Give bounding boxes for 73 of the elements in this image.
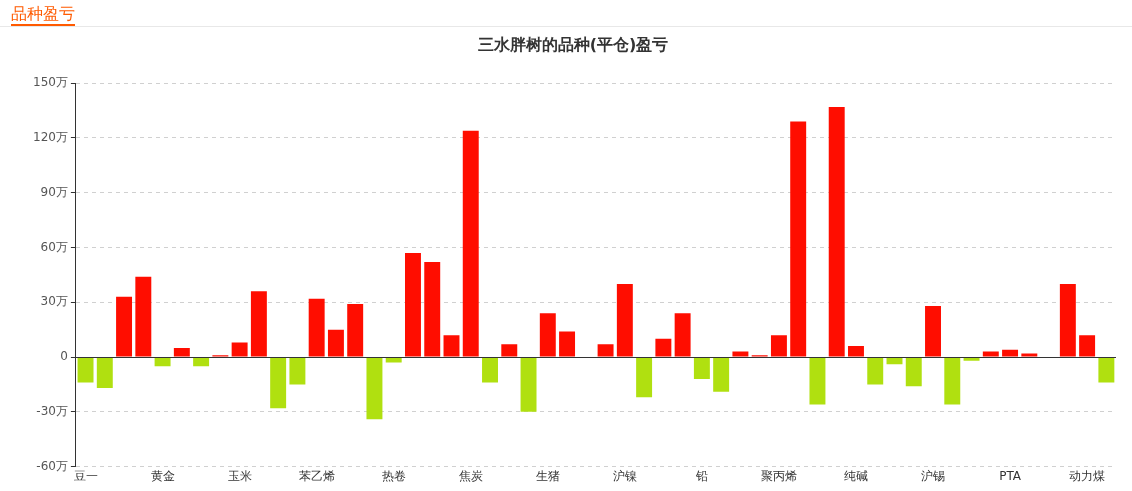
bar [193,357,210,367]
bar [693,357,710,379]
bar [482,357,498,383]
bar [443,335,460,357]
bar [732,351,749,357]
bar [828,106,845,357]
bar [636,357,653,398]
bar [867,357,884,385]
bar [925,305,941,357]
bar [1059,284,1076,357]
bar [905,357,922,387]
bar [405,252,421,357]
bar [848,346,864,357]
bar [539,313,556,357]
x-tick-label: PTA [999,468,1022,483]
x-tick-label: 动力煤 [1069,468,1106,483]
bar [1021,353,1038,357]
bar [96,357,113,389]
x-tick-label: 铅 [694,468,708,483]
bar [674,313,691,357]
y-tick-label: 60万 [40,239,68,254]
bar [366,357,383,420]
bar [790,121,807,357]
x-tick-label: 豆一 [73,468,98,483]
y-tick-label: -60万 [36,458,68,473]
bar [616,284,633,357]
bar [944,357,961,405]
text: 品种盈亏 [11,4,75,26]
x-tick-label: 生猪 [535,468,560,483]
y-tick-label: 120万 [33,130,68,145]
bar [770,335,787,357]
x-tick-label: 纯碱 [843,468,868,483]
x-tick-label: 苯乙烯 [298,468,335,483]
bar [173,347,190,357]
bar [963,357,980,361]
bar [135,276,152,357]
x-tick-label: 热卷 [381,468,406,483]
bar [154,357,171,367]
bar [327,329,344,357]
bar [713,357,730,392]
x-tick-label: 沪镍 [612,468,637,483]
y-tick-label: 0 [60,349,68,364]
bar [809,357,826,405]
x-tick-label: 黄金 [150,468,175,483]
bar [520,357,537,412]
bar [289,357,306,385]
bar [501,344,518,357]
bar [231,342,248,357]
bar [250,291,267,357]
x-tick-label: 焦炭 [458,468,483,483]
bar [559,331,576,357]
bar [308,298,325,357]
bar [270,357,287,409]
y-tick-label: -30万 [36,403,68,418]
x-tick-label: 聚丙烯 [760,468,797,483]
chart-title: 三水胖树的品种(平仓)盈亏 [477,34,669,54]
bar [462,130,479,357]
bar [982,351,999,357]
bar [655,338,672,357]
bar [1079,335,1096,357]
bar [597,344,614,357]
y-tick-label: 30万 [40,294,68,309]
y-tick-label: 150万 [33,75,68,90]
x-tick-label: 沪锡 [921,468,946,483]
y-tick-label: 90万 [40,184,68,199]
bar [1098,357,1115,383]
bar [1002,349,1019,357]
bar [424,262,441,357]
bar [385,357,402,363]
bar [116,296,133,357]
x-tick-label: 玉米 [227,468,252,483]
bar [347,304,364,357]
bar [77,357,94,383]
